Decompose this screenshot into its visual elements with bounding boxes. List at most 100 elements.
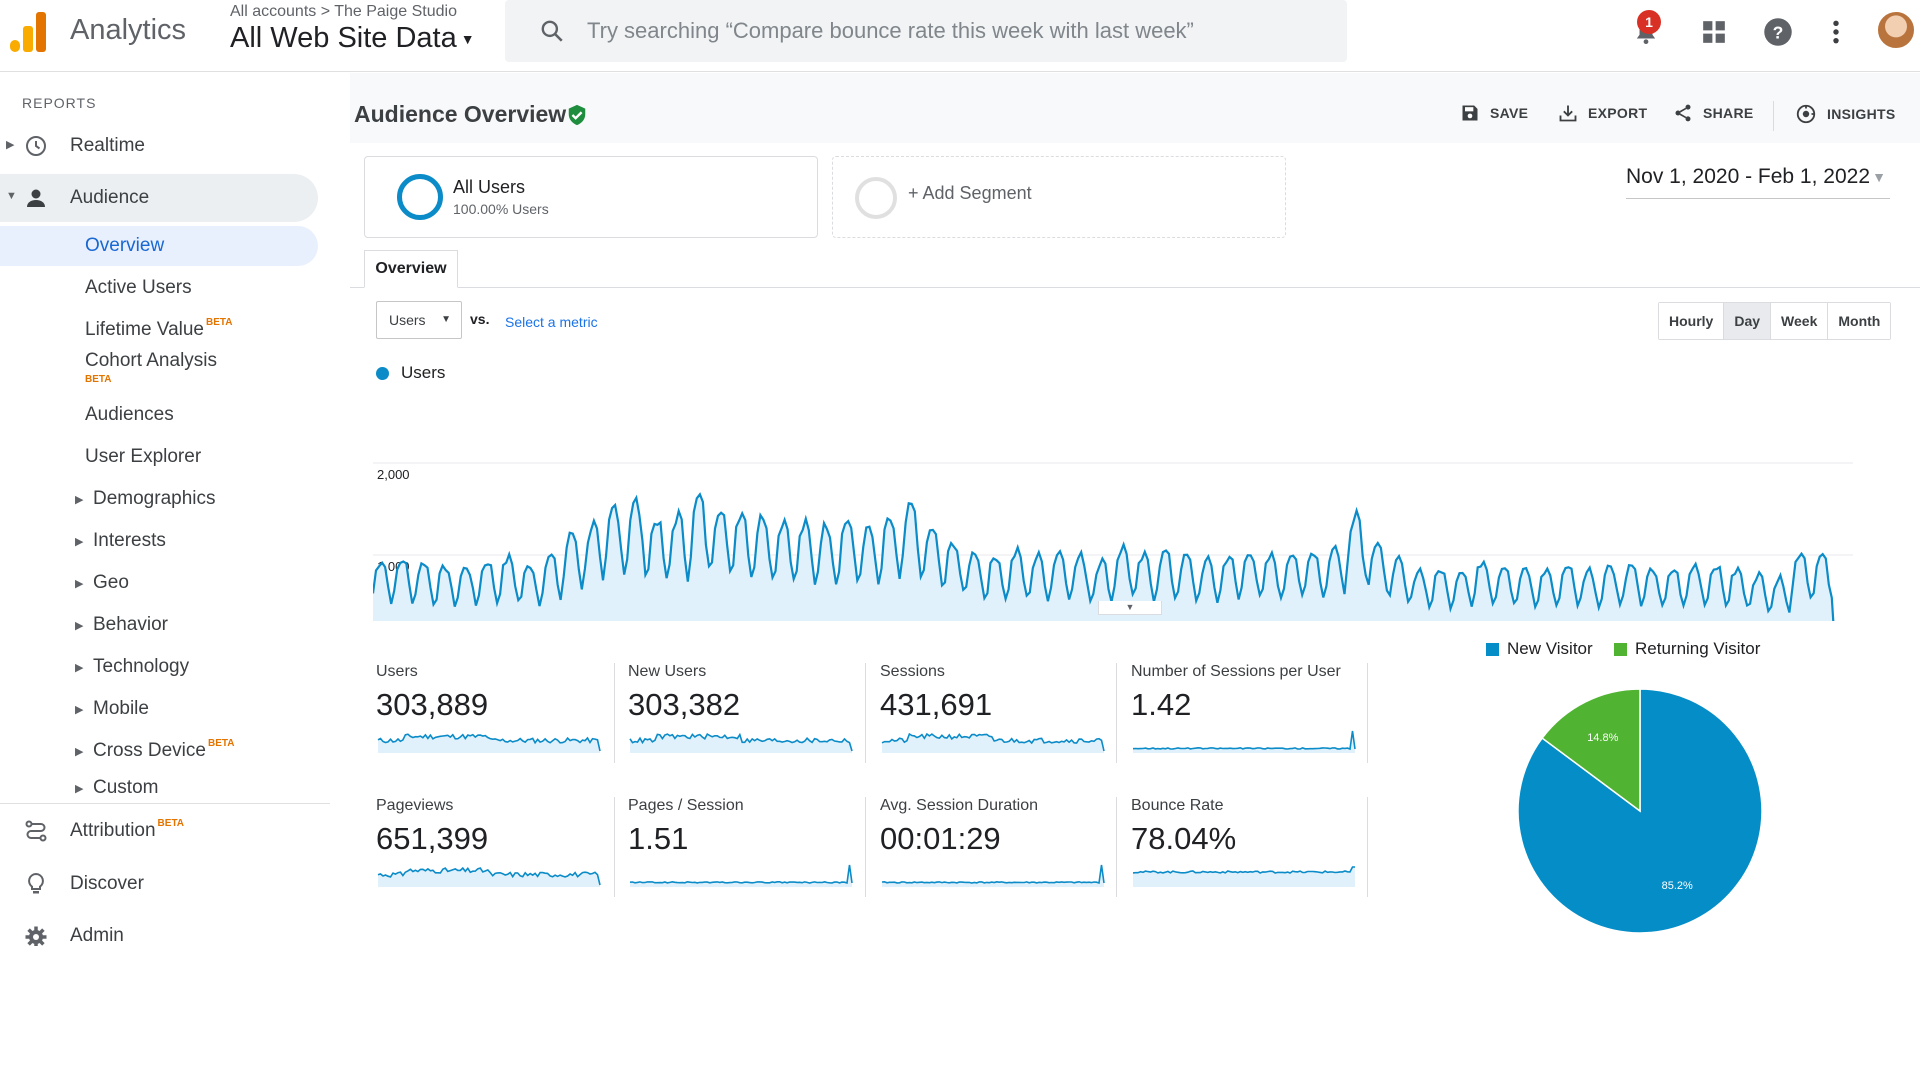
sidebar-item-demographics[interactable]: ▶ Demographics: [0, 479, 216, 519]
insights-button[interactable]: INSIGHTS: [1795, 103, 1896, 125]
dropdown-caret-icon: ▼: [1872, 169, 1886, 185]
legend-swatch: [1486, 642, 1499, 656]
sidebar-item-audience[interactable]: ▼ Audience: [0, 174, 318, 222]
sparkline-fill: [882, 865, 1104, 887]
insights-label: INSIGHTS: [1827, 106, 1896, 122]
sidebar-item-label: Behavior: [93, 614, 168, 635]
crumb-account[interactable]: The Paige Studio: [334, 3, 457, 20]
analytics-logo-icon[interactable]: [10, 12, 48, 52]
sidebar-item-active-users[interactable]: Active Users: [0, 268, 192, 308]
sidebar-item-realtime[interactable]: ▶ Realtime: [0, 122, 318, 170]
sparkline-line: [377, 866, 601, 886]
crumb-all-accounts[interactable]: All accounts: [230, 3, 317, 20]
sidebar-item-custom[interactable]: ▶ Custom: [0, 773, 158, 803]
beta-badge: BETA: [207, 737, 235, 749]
legend-swatch: [376, 366, 389, 380]
users-over-time-chart[interactable]: 2,000 1,000 January 2021March 2021May 20…: [373, 381, 1873, 621]
sidebar-item-behavior[interactable]: ▶ Behavior: [0, 605, 168, 645]
pie-legend-returning-visitor[interactable]: Returning Visitor: [1614, 639, 1760, 659]
export-button[interactable]: EXPORT: [1558, 103, 1647, 123]
sidebar-item-label: Demographics: [93, 488, 216, 509]
metric-label: Number of Sessions per User: [1131, 663, 1341, 680]
save-button[interactable]: SAVE: [1460, 103, 1528, 123]
sidebar-item-discover[interactable]: Discover: [0, 860, 318, 908]
beta-badge: BETA: [85, 374, 112, 385]
pie-slice-label: 14.8%: [1587, 732, 1618, 744]
pie-slice-returning-visitor[interactable]: [1541, 688, 1641, 813]
top-header: Analytics All accounts > The Paige Studi…: [0, 0, 1920, 72]
metric-select[interactable]: Users ▼: [376, 301, 462, 339]
select-metric-link[interactable]: Select a metric: [505, 314, 598, 330]
pie-slice-label: 85.2%: [1662, 880, 1693, 892]
sidebar-item-label: Mobile: [93, 698, 149, 719]
sidebar-item-technology[interactable]: ▶ Technology: [0, 647, 189, 687]
legend-label: Users: [401, 363, 446, 382]
lightbulb-icon: [28, 872, 44, 894]
sidebar-item-overview[interactable]: Overview: [0, 226, 318, 266]
apps-icon: [1703, 21, 1725, 43]
sidebar-item-label: User Explorer: [85, 446, 202, 467]
granularity-hourly-button[interactable]: Hourly: [1659, 303, 1724, 339]
sidebar-item-cohort-analysis[interactable]: Cohort Analysis BETA: [0, 346, 217, 390]
users-area-fill: [373, 494, 1834, 621]
sidebar-item-label: Geo: [93, 572, 129, 593]
sparkline-fill: [1133, 867, 1355, 887]
sidebar-item-user-explorer[interactable]: User Explorer: [0, 437, 201, 477]
metric-divider: [1116, 663, 1117, 763]
clock-icon: [26, 136, 46, 156]
search-input[interactable]: [587, 14, 1327, 48]
segment-all-users[interactable]: All Users 100.00% Users: [364, 156, 818, 238]
pie-legend-new-visitor[interactable]: New Visitor: [1486, 639, 1593, 659]
granularity-month-button[interactable]: Month: [1827, 303, 1891, 339]
share-button[interactable]: SHARE: [1673, 103, 1754, 123]
granularity-toggle: Hourly Day Week Month: [1658, 302, 1892, 340]
sidebar-item-geo[interactable]: ▶ Geo: [0, 563, 129, 603]
segment-ring-icon: [397, 174, 443, 220]
sidebar-item-attribution[interactable]: Attribution BETA: [0, 807, 318, 855]
export-icon: [1559, 105, 1577, 122]
granularity-day-button[interactable]: Day: [1723, 303, 1771, 339]
insights-icon: [1796, 104, 1816, 124]
metric-pages-per-session[interactable]: Pages / Session 1.51: [628, 797, 864, 905]
metric-divider: [1367, 797, 1368, 897]
metric-new-users[interactable]: New Users 303,382: [628, 663, 864, 771]
sidebar-item-cross-device[interactable]: ▶ Cross Device BETA: [0, 731, 234, 771]
save-icon: [1462, 105, 1478, 121]
property-view-selector[interactable]: All Web Site Data ▼: [230, 22, 475, 55]
metric-users[interactable]: Users 303,889: [376, 663, 612, 771]
sidebar-item-mobile[interactable]: ▶ Mobile: [0, 689, 149, 729]
chart-collapse-toggle[interactable]: ▼: [1098, 601, 1162, 615]
tab-overview[interactable]: Overview: [364, 250, 458, 288]
sidebar-item-lifetime-value[interactable]: Lifetime Value BETA: [0, 310, 232, 350]
more-options-button[interactable]: [1818, 14, 1854, 50]
sparkline-fill: [882, 734, 1104, 753]
sidebar-item-label: Technology: [93, 656, 190, 677]
dropdown-caret-icon: ▼: [460, 31, 475, 48]
sparkline-fill: [1133, 731, 1355, 753]
search-bar[interactable]: [505, 0, 1347, 62]
metric-sessions-per-user[interactable]: Number of Sessions per User 1.42: [1131, 663, 1371, 771]
metric-pageviews[interactable]: Pageviews 651,399: [376, 797, 612, 905]
granularity-week-button[interactable]: Week: [1770, 303, 1828, 339]
metric-bounce-rate[interactable]: Bounce Rate 78.04%: [1131, 797, 1367, 905]
visitor-type-pie-chart[interactable]: 85.2% 14.8%: [1510, 681, 1770, 941]
account-breadcrumb[interactable]: All accounts > The Paige Studio: [230, 3, 457, 21]
sidebar-item-audiences[interactable]: Audiences: [0, 395, 174, 435]
sparkline-fill: [378, 868, 600, 887]
help-button[interactable]: ?: [1760, 14, 1796, 50]
metric-sessions[interactable]: Sessions 431,691: [880, 663, 1116, 771]
metric-label: Users: [376, 663, 418, 680]
sidebar-item-label: Realtime: [70, 135, 145, 156]
apps-button[interactable]: [1696, 14, 1732, 50]
date-range-picker[interactable]: Nov 1, 2020 - Feb 1, 2022 ▼: [1626, 159, 1890, 199]
avatar[interactable]: [1876, 10, 1916, 50]
sidebar-item-interests[interactable]: ▶ Interests: [0, 521, 166, 561]
sidebar-divider: [0, 803, 330, 804]
metric-sparkline: [1132, 730, 1356, 753]
sidebar-item-admin[interactable]: Admin: [0, 913, 318, 946]
expand-arrow-icon: ▶: [75, 535, 84, 548]
metric-avg-session-duration[interactable]: Avg. Session Duration 00:01:29: [880, 797, 1116, 905]
add-segment-button[interactable]: + Add Segment: [832, 156, 1286, 238]
metric-label: Bounce Rate: [1131, 797, 1224, 814]
